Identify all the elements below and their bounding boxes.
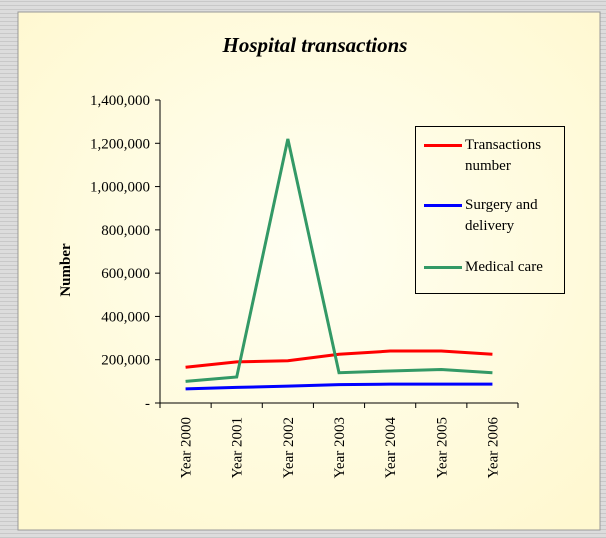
y-tick-label: 400,000 <box>101 309 150 325</box>
legend: Transactions number Surgery and delivery M… <box>415 126 565 294</box>
panel <box>17 11 601 531</box>
y-tick-label: 200,000 <box>101 353 150 369</box>
y-tick-label: 800,000 <box>101 223 150 239</box>
legend-swatch <box>424 144 462 147</box>
series-line <box>185 382 493 391</box>
chart-title: Hospital transactions <box>222 33 408 57</box>
legend-swatch <box>424 266 462 269</box>
legend-label: Transactions number <box>465 137 542 174</box>
legend-label: Medical care <box>465 259 543 275</box>
x-tick-label: Year 2003 <box>332 417 348 478</box>
x-tick-label: Year 2006 <box>485 417 501 479</box>
y-axis-label: Number <box>58 243 74 297</box>
legend-entry: Transactions number <box>424 135 563 177</box>
y-tick-label: 600,000 <box>101 266 150 282</box>
legend-swatch <box>424 204 462 207</box>
x-tick-label: Year 2001 <box>230 417 246 478</box>
legend-label: Surgery and delivery <box>465 197 538 234</box>
legend-entry: Medical care <box>424 257 563 278</box>
series-line <box>185 138 493 383</box>
x-tick-label: Year 2002 <box>281 417 297 478</box>
legend-entry: Surgery and delivery <box>424 195 563 237</box>
series-line <box>185 349 493 369</box>
y-tick-label: - <box>145 396 150 412</box>
y-tick-label: 1,000,000 <box>90 180 150 196</box>
x-tick-label: Year 2004 <box>383 417 399 479</box>
x-tick-label: Year 2005 <box>434 417 450 478</box>
x-tick-label: Year 2000 <box>179 417 195 478</box>
y-tick-label: 1,200,000 <box>90 136 150 152</box>
y-tick-label: 1,400,000 <box>90 93 150 109</box>
